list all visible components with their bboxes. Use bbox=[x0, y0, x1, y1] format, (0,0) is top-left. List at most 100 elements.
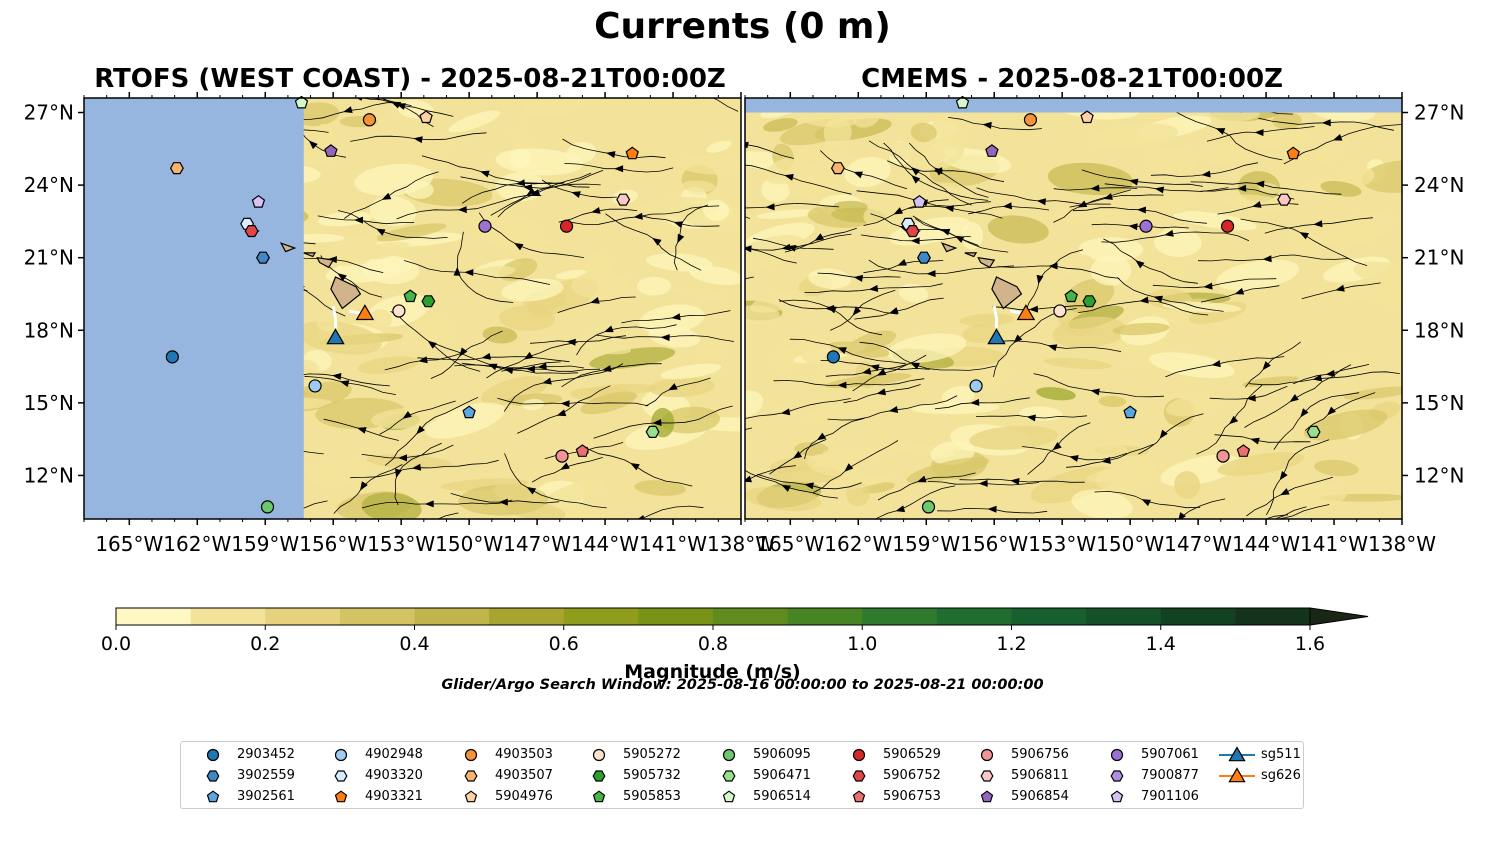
legend-marker-5906756 bbox=[980, 748, 994, 762]
glider-tracks bbox=[331, 305, 361, 328]
legend-item-label: 5904976 bbox=[495, 789, 553, 804]
legend-marker-5905732 bbox=[592, 770, 606, 782]
colorbar-segment bbox=[1160, 608, 1236, 625]
legend-item-label: 4902948 bbox=[365, 747, 423, 762]
marker-4902948 bbox=[308, 379, 322, 393]
marker-5906753 bbox=[1236, 444, 1251, 457]
colorbar-segment bbox=[1235, 608, 1311, 625]
lat-tick-label: 27°N bbox=[24, 101, 74, 125]
marker-5905272 bbox=[392, 304, 406, 318]
legend-item-label: 3902561 bbox=[237, 789, 295, 804]
no-data-mask bbox=[84, 98, 304, 519]
marker-3902561 bbox=[462, 405, 476, 419]
legend-item-label: 5906854 bbox=[1011, 789, 1069, 804]
lat-tick-label: 27°N bbox=[1414, 101, 1464, 125]
lon-tick-label: 138°W bbox=[1368, 532, 1436, 556]
marker-2903452 bbox=[165, 350, 179, 364]
marker-5907061 bbox=[478, 219, 492, 233]
marker-sg511 bbox=[326, 328, 345, 345]
lon-tick-label: 147°W bbox=[1164, 532, 1232, 556]
marker-3902559 bbox=[917, 251, 931, 264]
marker-5905732 bbox=[421, 295, 436, 308]
legend-item-label: 5906529 bbox=[883, 747, 941, 762]
lon-tick-label: 156°W bbox=[960, 532, 1028, 556]
lat-tick-label: 15°N bbox=[24, 391, 74, 415]
lon-tick-label: 150°W bbox=[1096, 532, 1164, 556]
legend-item-label: 4903320 bbox=[365, 768, 423, 783]
colorbar-tick-label: 1.6 bbox=[1294, 633, 1326, 655]
legend-item-label: 2903452 bbox=[237, 747, 295, 762]
marker-2903452 bbox=[826, 350, 840, 364]
lon-tick-label: 165°W bbox=[95, 532, 163, 556]
colorbar-segment bbox=[563, 608, 639, 625]
legend-marker-5906095 bbox=[722, 748, 736, 762]
rtofs-map-panel bbox=[83, 95, 742, 520]
marker-4903503 bbox=[1023, 113, 1038, 127]
marker-5906811 bbox=[1277, 193, 1292, 206]
legend-marker-3902561 bbox=[206, 790, 220, 803]
colorbar-label: Magnitude (m/s) bbox=[624, 661, 801, 683]
lat-tick-label: 24°N bbox=[1414, 173, 1464, 197]
legend-item-label: 5906811 bbox=[1011, 768, 1069, 783]
lon-tick-label: 165°W bbox=[756, 532, 824, 556]
lon-tick-label: 159°W bbox=[231, 532, 299, 556]
marker-4903321 bbox=[1286, 146, 1300, 160]
colorbar-segment bbox=[489, 608, 565, 625]
lon-tick-label: 153°W bbox=[1028, 532, 1096, 556]
marker-5906854 bbox=[985, 144, 999, 157]
legend-marker-7900877 bbox=[1110, 770, 1124, 782]
legend-item-label: 5905272 bbox=[623, 747, 681, 762]
colorbar-segment bbox=[638, 608, 714, 625]
marker-5906753 bbox=[575, 444, 590, 457]
float-markers bbox=[826, 95, 1321, 514]
colorbar-segment bbox=[116, 608, 192, 625]
marker-5906095 bbox=[260, 500, 275, 514]
colorbar-segment bbox=[190, 608, 266, 625]
colorbar-tick-label: 0.0 bbox=[100, 633, 132, 655]
left-panel-title: RTOFS (WEST COAST) - 2025-08-21T00:00Z bbox=[94, 64, 726, 94]
legend-marker-5906854 bbox=[980, 790, 994, 803]
legend-item-label: 5906752 bbox=[883, 768, 941, 783]
colorbar-segment bbox=[787, 608, 863, 625]
marker-sg626 bbox=[355, 304, 375, 321]
lon-tick-label: 144°W bbox=[571, 532, 639, 556]
marker-sg626 bbox=[1016, 304, 1036, 321]
lon-tick-label: 156°W bbox=[299, 532, 367, 556]
legend-item-label: 5906514 bbox=[753, 789, 811, 804]
map-axes: 165°W 162°W 159°W 156°W 153°W 150°W 147°W 144°W… bbox=[24, 92, 1464, 556]
legend-marker-2903452 bbox=[206, 748, 220, 762]
legend-item-label: 5905732 bbox=[623, 768, 681, 783]
marker-5906811 bbox=[616, 193, 631, 206]
lon-tick-label: 150°W bbox=[435, 532, 503, 556]
legend-marker-5905853 bbox=[592, 790, 606, 803]
marker-5904976 bbox=[1080, 110, 1094, 124]
legend-marker-5906811 bbox=[980, 770, 994, 782]
panel-frame bbox=[744, 97, 1403, 520]
marker-5906514 bbox=[955, 95, 970, 109]
legend-item-label: 5906756 bbox=[1011, 747, 1069, 762]
marker-5906471 bbox=[645, 425, 660, 438]
legend-marker-sg626 bbox=[1228, 767, 1246, 783]
colorbar-tick-label: 1.0 bbox=[847, 633, 878, 655]
marker-sg511 bbox=[987, 328, 1006, 345]
marker-5906095 bbox=[921, 500, 936, 514]
colorbar-segment bbox=[1011, 608, 1087, 625]
legend-item-label: 3902559 bbox=[237, 768, 295, 783]
legend-item-label: 4903507 bbox=[495, 768, 553, 783]
lon-tick-label: 141°W bbox=[639, 532, 707, 556]
colorbar-segment bbox=[265, 608, 341, 625]
marker-5906752 bbox=[905, 225, 920, 238]
legend-marker-5907061 bbox=[1110, 748, 1124, 762]
lon-tick-label: 162°W bbox=[824, 532, 892, 556]
colorbar-extend-arrow bbox=[1309, 607, 1369, 626]
marker-4902948 bbox=[969, 379, 983, 393]
legend: 2903452 3902559 3902561 4902948 4903320 49033… bbox=[180, 741, 1304, 809]
marker-3902561 bbox=[1123, 405, 1137, 419]
colorbar-segment bbox=[414, 608, 490, 625]
legend-marker-3902559 bbox=[206, 770, 220, 782]
lon-tick-label: 147°W bbox=[503, 532, 571, 556]
colorbar-segment bbox=[339, 608, 415, 625]
lat-tick-label: 21°N bbox=[1414, 246, 1464, 270]
legend-marker-4903320 bbox=[334, 770, 348, 782]
colorbar-segment bbox=[862, 608, 938, 625]
